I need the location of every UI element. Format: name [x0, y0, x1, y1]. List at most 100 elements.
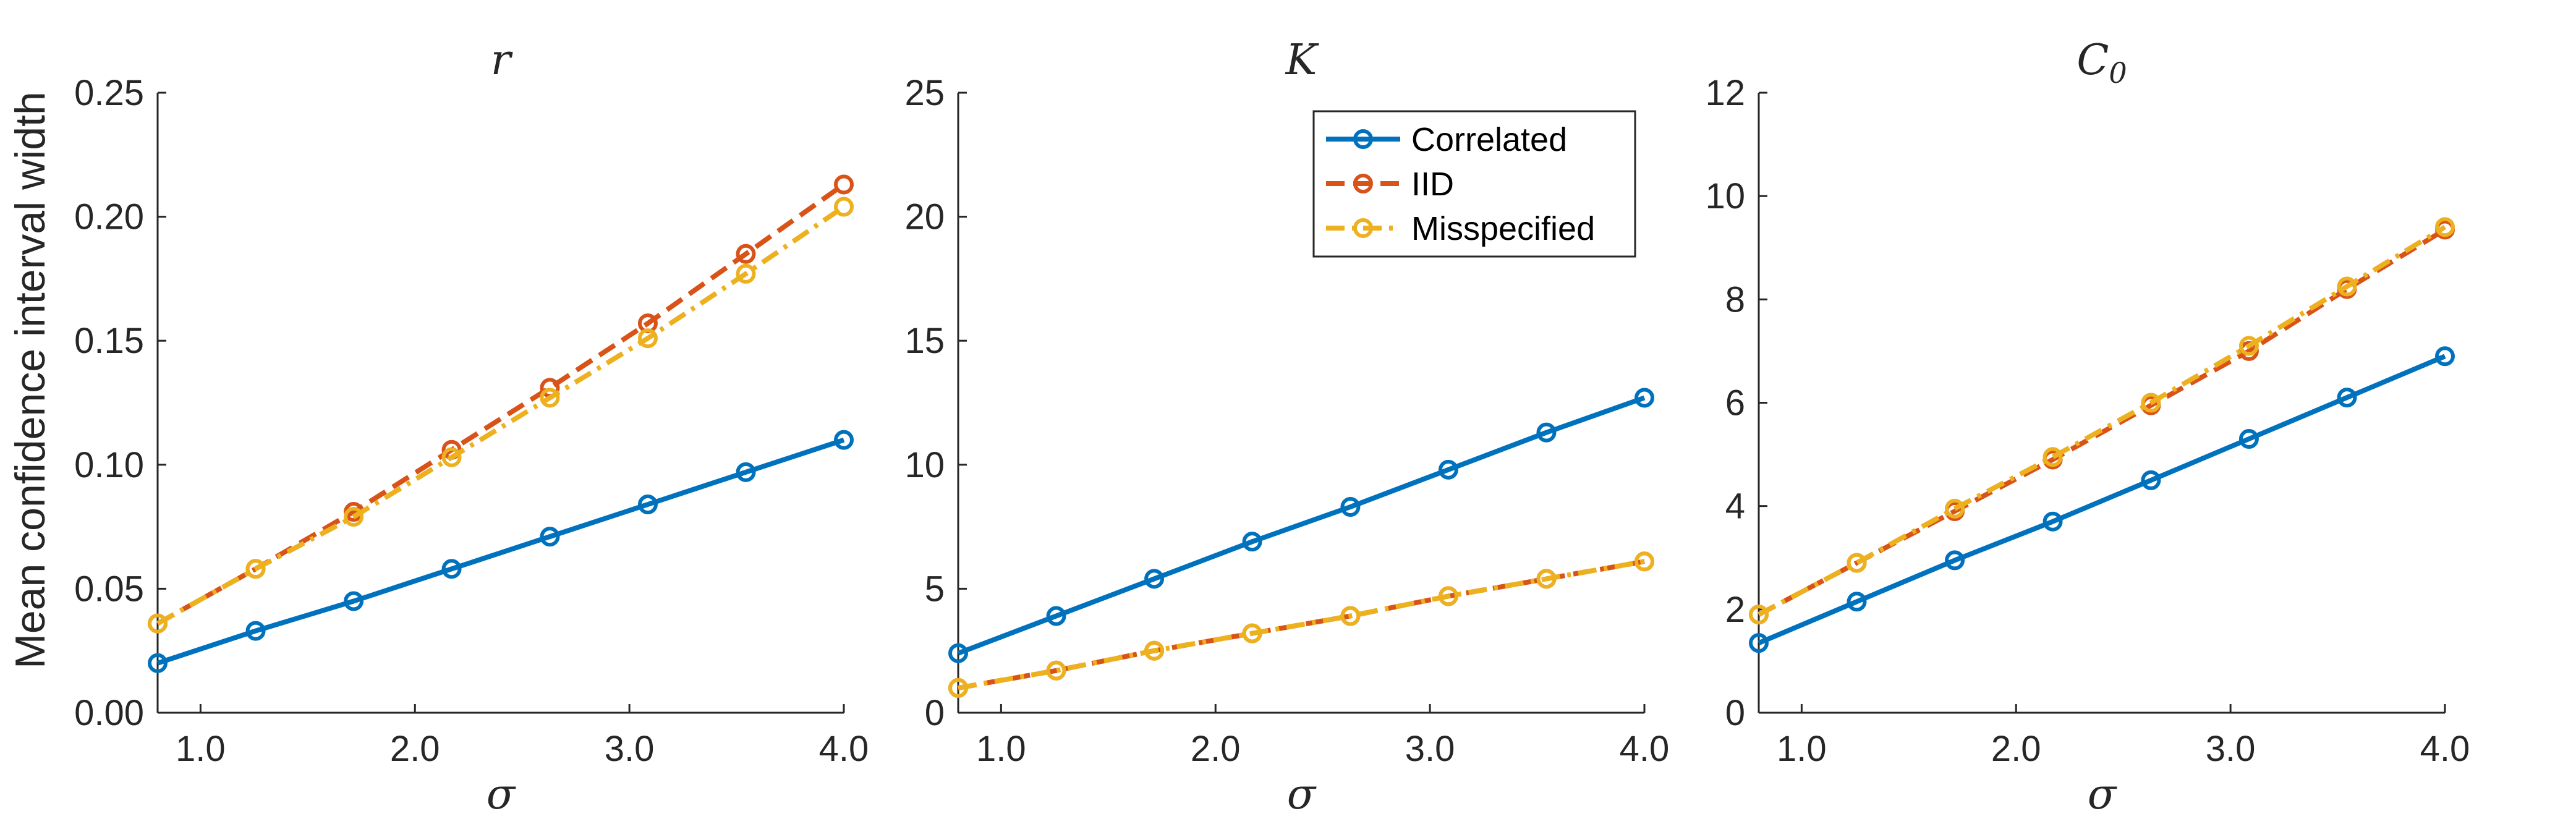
data-point	[1749, 605, 1769, 625]
data-point	[736, 462, 756, 482]
series-correlated	[1749, 346, 2455, 653]
legend-marker	[1353, 129, 1373, 149]
y-tick-label: 0.25	[74, 73, 144, 113]
legend-label: Misspecified	[1411, 210, 1595, 247]
data-point	[540, 527, 560, 547]
series-line	[1758, 224, 2447, 617]
legend: Correlated IID Misspecified	[1312, 110, 1636, 258]
data-point	[1634, 388, 1654, 408]
data-point	[540, 388, 560, 408]
data-point	[245, 559, 266, 579]
data-point	[2337, 388, 2357, 408]
data-point	[148, 613, 168, 634]
data-point	[1046, 660, 1066, 681]
data-point	[441, 447, 462, 467]
x-tick-label: 1.0	[1777, 729, 1827, 769]
series-line	[156, 437, 845, 666]
data-point	[1046, 606, 1066, 626]
series-misspecified	[1749, 217, 2455, 625]
data-point	[1847, 553, 1867, 573]
data-point	[1242, 623, 1262, 643]
data-point	[441, 559, 462, 579]
data-point	[1340, 497, 1361, 517]
data-point	[344, 507, 364, 527]
data-point	[1144, 640, 1165, 661]
y-tick-label: 6	[1725, 383, 1745, 423]
data-point	[834, 197, 854, 217]
y-tick-label: 12	[1705, 73, 1745, 113]
data-point	[2141, 470, 2161, 490]
y-tick-label: 15	[904, 321, 945, 361]
y-tick-label: 25	[904, 73, 945, 113]
x-tick-label: 3.0	[605, 729, 655, 769]
data-point	[1438, 586, 1458, 606]
data-point	[637, 494, 658, 514]
chart-panels: 0.00 0.05 0.10 0.15 0.20 0.25 1.0 2.0 3.0 4.0 r σ 0 5…	[74, 36, 2470, 819]
data-point	[1536, 422, 1557, 443]
data-point	[245, 621, 266, 641]
data-point	[948, 643, 968, 663]
panel-title: C0	[2077, 36, 2127, 90]
panel-title: r	[491, 36, 513, 85]
data-point	[1242, 532, 1262, 552]
series-correlated	[148, 430, 854, 673]
data-point	[736, 244, 756, 264]
data-point	[1438, 459, 1458, 480]
x-tick-label: 1.0	[176, 729, 226, 769]
series-misspecified	[948, 551, 1654, 698]
series-line	[1758, 354, 2446, 645]
x-axis-label: σ	[487, 770, 516, 819]
y-tick-label: 8	[1725, 279, 1745, 320]
legend-label: IID	[1411, 166, 1454, 203]
y-tick-label: 0	[1725, 693, 1745, 733]
series-correlated	[948, 388, 1654, 663]
data-point	[2435, 217, 2455, 237]
x-tick-label: 3.0	[1405, 729, 1455, 769]
x-tick-label: 3.0	[2206, 729, 2256, 769]
data-point	[148, 653, 168, 673]
data-point	[1945, 550, 1965, 571]
y-tick-label: 0	[925, 693, 945, 733]
data-point	[1749, 633, 1769, 653]
y-tick-label: 2	[1725, 590, 1745, 630]
y-tick-label: 0.15	[74, 321, 144, 361]
data-point	[2238, 429, 2259, 449]
y-tick-label: 0.00	[74, 693, 144, 733]
data-point	[637, 328, 658, 349]
legend-label: Correlated	[1411, 121, 1567, 158]
y-tick-label: 0.10	[74, 445, 144, 485]
y-axis-label: Mean confidence interval width	[7, 91, 54, 669]
y-tick-label: 10	[1705, 176, 1745, 216]
data-point	[2043, 511, 2063, 532]
series-misspecified	[148, 197, 854, 634]
data-point	[834, 174, 854, 195]
data-point	[1144, 569, 1165, 589]
x-tick-label: 4.0	[2420, 729, 2470, 769]
y-tick-label: 5	[925, 569, 945, 609]
data-point	[948, 677, 968, 698]
series-line	[156, 182, 846, 626]
data-point	[2141, 393, 2161, 413]
data-point	[736, 263, 756, 284]
data-point	[2337, 276, 2357, 297]
x-axis-label: σ	[2088, 770, 2117, 819]
x-tick-label: 2.0	[1191, 729, 1241, 769]
data-point	[1340, 606, 1361, 626]
data-point	[2043, 447, 2063, 467]
data-point	[2238, 336, 2259, 356]
chart-panel-1: 0.00 0.05 0.10 0.15 0.20 0.25 1.0 2.0 3.0 4.0 r σ	[74, 36, 869, 819]
y-tick-label: 0.05	[74, 569, 144, 609]
data-point	[344, 591, 364, 611]
data-point	[834, 430, 854, 450]
x-tick-label: 1.0	[976, 729, 1026, 769]
legend-marker	[1353, 174, 1373, 193]
data-point	[1634, 551, 1654, 572]
series-line	[957, 395, 1646, 656]
x-tick-label: 2.0	[390, 729, 440, 769]
x-axis-label: σ	[1287, 770, 1317, 819]
series-iid	[148, 174, 854, 634]
series-line	[958, 559, 1645, 690]
chart-panel-2: 0 5 10 15 20 25 1.0 2.0 3.0 4.0 Kσ	[904, 36, 1669, 819]
series-iid	[1749, 219, 2455, 625]
